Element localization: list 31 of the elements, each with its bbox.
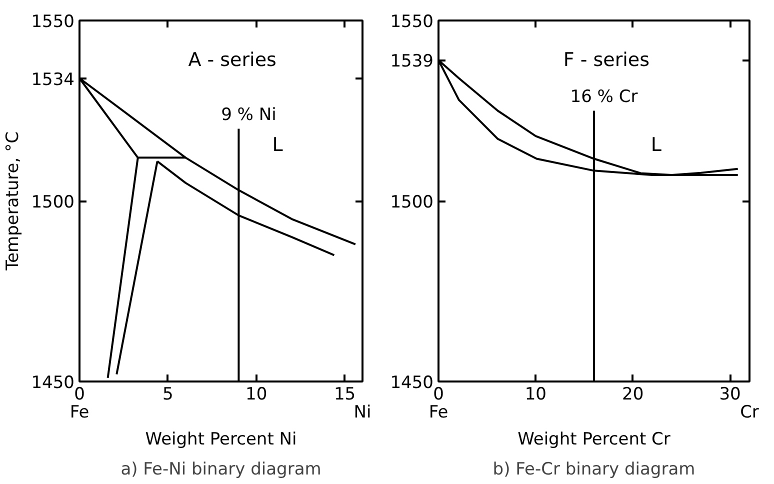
x-tick-label: 10: [246, 384, 268, 404]
y-tick-label: 1550: [390, 12, 434, 32]
annotation: L: [272, 134, 284, 156]
y-tick-label: 1450: [31, 373, 74, 393]
y-tick-label: 1539: [390, 52, 434, 72]
text: Ni: [354, 402, 372, 422]
x-axis-title: Weight Percent Cr: [518, 430, 670, 450]
x-tick-label: 0: [74, 384, 85, 404]
series-label: 9 % Ni: [221, 104, 276, 125]
annotation: L: [650, 134, 662, 156]
x-axis-title: Weight Percent Ni: [145, 430, 297, 450]
y-tick-label: 1534: [31, 70, 74, 90]
x-tick-label: 5: [162, 384, 174, 404]
x-tick-label: 20: [622, 384, 644, 404]
text: Fe: [428, 402, 448, 422]
series-label: 16 % Cr: [570, 86, 638, 107]
y-tick-label: 1500: [31, 192, 74, 212]
text: b) Fe-Cr binary diagram: [492, 460, 696, 480]
x-tick-label: 30: [719, 384, 741, 404]
annotation: F - series: [563, 49, 650, 72]
x-tick-label: 0: [433, 384, 444, 404]
text: Cr: [740, 402, 759, 422]
x-tick-label: 15: [334, 384, 356, 404]
text: Fe: [70, 402, 90, 422]
text: a) Fe-Ni binary diagram: [120, 460, 322, 480]
y-tick-label: 1550: [31, 12, 74, 32]
y-axis-title: Temperature, °C: [3, 132, 24, 272]
x-tick-label: 10: [524, 384, 547, 404]
y-tick-label: 1500: [390, 192, 434, 212]
annotation: A - series: [188, 49, 276, 72]
y-tick-label: 1450: [390, 373, 434, 393]
